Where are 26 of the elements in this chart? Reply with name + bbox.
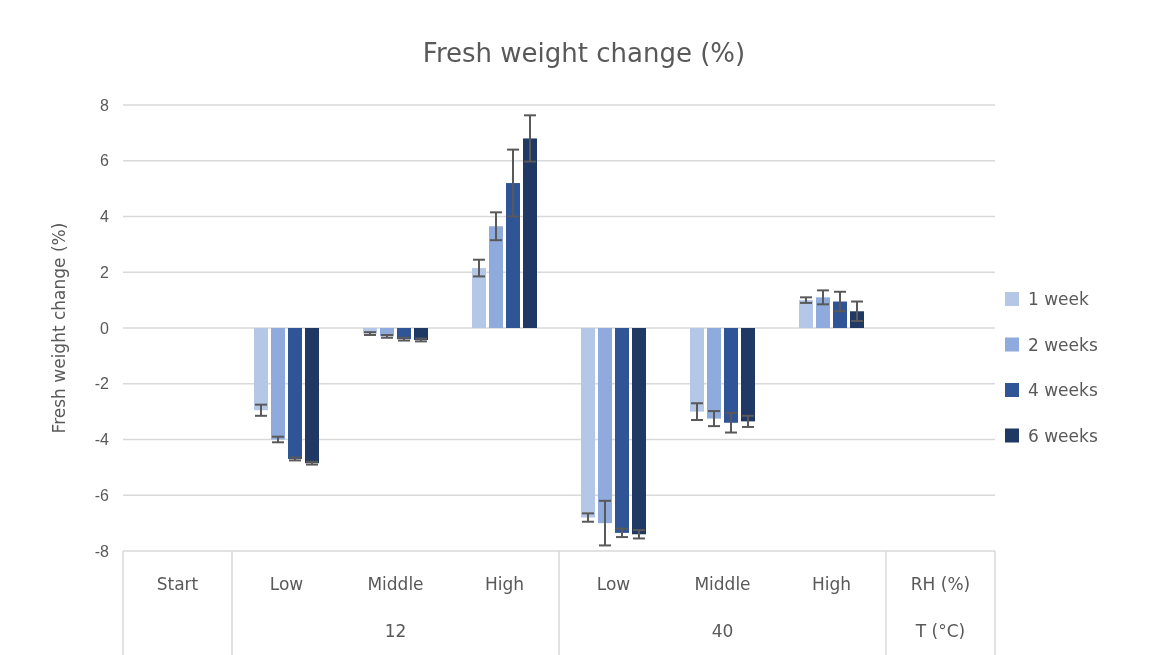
- legend-label: 4 weeks: [1028, 380, 1098, 400]
- legend-label: 6 weeks: [1028, 425, 1098, 446]
- text: T (°C): [914, 621, 966, 641]
- x-tick-label: High: [484, 574, 525, 594]
- y-tick-label: 0: [100, 319, 110, 337]
- y-tick-label: 6: [100, 152, 110, 170]
- x-tick-label: Start: [156, 574, 199, 594]
- y-tick-label: 8: [100, 96, 110, 114]
- y-tick-label: 2: [100, 263, 110, 281]
- x-tick-label: Low: [596, 574, 631, 594]
- chart-title: Fresh weight change (%): [422, 38, 746, 68]
- x-tick-label: Low: [269, 574, 304, 594]
- text: 12: [384, 621, 407, 641]
- y-tick-label: -8: [94, 542, 110, 560]
- y-tick-label: 4: [100, 208, 110, 226]
- y-tick-label: -2: [94, 375, 110, 393]
- y-tick-label: -4: [94, 431, 110, 449]
- text: 40: [711, 621, 734, 641]
- y-axis-title: Fresh weight change (%): [49, 222, 69, 434]
- x-axis-title: RH (%): [910, 574, 971, 594]
- y-tick-label: -6: [94, 486, 110, 504]
- legend-label: 1 week: [1028, 289, 1090, 309]
- x-tick-label: Middle: [694, 574, 751, 594]
- x-tick-label: High: [811, 574, 852, 594]
- legend-label: 2 weeks: [1028, 334, 1098, 355]
- x-tick-label: Middle: [367, 574, 424, 594]
